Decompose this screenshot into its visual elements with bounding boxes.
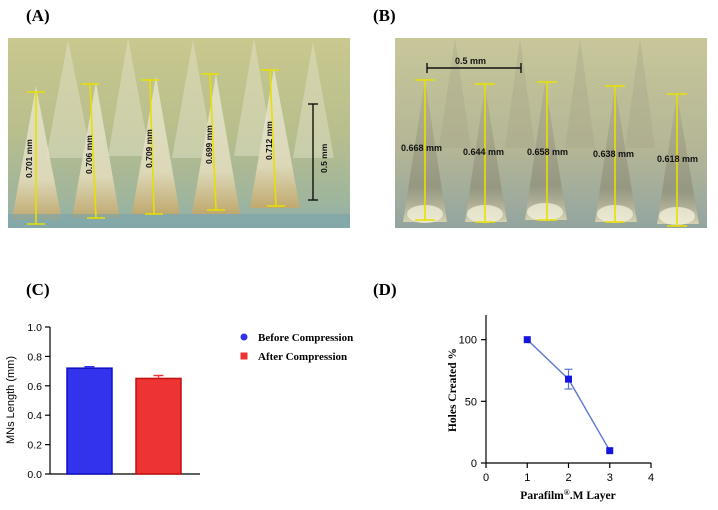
- d-x-tick-label: 0: [483, 472, 489, 484]
- scale-bar-label-b: 0.5 mm: [455, 56, 486, 66]
- d-y-tick-label: 100: [459, 335, 477, 347]
- d-series-line: [526, 339, 611, 452]
- measurement-a-1: 0.701 mm: [24, 139, 34, 178]
- measurement-a-2: 0.706 mm: [84, 135, 94, 174]
- d-x-tick-label: 2: [565, 472, 571, 484]
- d-data-point: [523, 336, 531, 344]
- legend-label-after: After Compression: [258, 351, 347, 363]
- c-y-tick-label: 1.0: [27, 322, 42, 334]
- c-y-tick-label: 0.8: [27, 351, 42, 363]
- legend-marker-after: [240, 352, 248, 360]
- d-y-tick-label: 50: [465, 396, 477, 408]
- micrograph-a-image: 0.701 mm 0.706 mm 0.709 mm 0.699 mm 0.71…: [8, 38, 350, 228]
- line-chart-d: 0 50 100 0 1 2 3 4 Holes Created % Parafilm®.M…: [447, 315, 654, 502]
- c-y-tick-label: 0.2: [27, 440, 42, 452]
- c-y-axis-title: MNs Length (mm): [5, 356, 17, 444]
- measurement-b-1: 0.668 mm: [401, 143, 442, 153]
- d-y-tick-label: 0: [471, 458, 477, 470]
- c-y-tick-label: 0.6: [27, 381, 42, 393]
- d-data-point: [565, 375, 572, 383]
- panel-label-a: (A): [26, 6, 50, 25]
- micrograph-b-image: 0.5 mm 0.668 mm 0.644 mm 0.658 mm 0.638 …: [395, 38, 707, 228]
- d-data-point: [606, 447, 614, 455]
- legend-label-before: Before Compression: [258, 332, 353, 344]
- measurement-a-5: 0.712 mm: [264, 121, 274, 160]
- c-y-tick-label: 0.0: [27, 469, 42, 481]
- bar-before-compression: [66, 367, 113, 475]
- c-y-tick-label: 0.4: [27, 410, 42, 422]
- measurement-b-3: 0.658 mm: [527, 147, 568, 157]
- d-x-tick-label: 3: [607, 472, 613, 484]
- d-x-tick-label: 1: [524, 472, 530, 484]
- bar-after-compression: [135, 377, 182, 475]
- legend-marker-before: [240, 333, 248, 341]
- d-x-tick-label: 4: [648, 472, 654, 484]
- micrograph-a: 0.701 mm 0.706 mm 0.709 mm 0.699 mm 0.71…: [8, 38, 350, 228]
- measurement-b-2: 0.644 mm: [463, 147, 504, 157]
- bar-chart-c: 0.0 0.2 0.4 0.6 0.8 1.0 MNs Length (mm) Befor…: [5, 322, 353, 481]
- measurement-a-3: 0.709 mm: [144, 129, 154, 168]
- panel-label-b: (B): [373, 6, 396, 25]
- d-y-axis-title: Holes Created %: [447, 348, 459, 432]
- measurement-a-4: 0.699 mm: [204, 125, 214, 164]
- panel-label-c: (C): [26, 280, 50, 299]
- micrograph-b: 0.5 mm 0.668 mm 0.644 mm 0.658 mm 0.638 …: [395, 38, 707, 228]
- scale-bar-label-a: 0.5 mm: [319, 143, 329, 173]
- panel-label-d: (D): [373, 280, 397, 299]
- measurement-b-4: 0.638 mm: [593, 149, 634, 159]
- measurement-b-5: 0.618 mm: [657, 154, 698, 164]
- d-x-axis-title: Parafilm®.M Layer: [520, 488, 615, 502]
